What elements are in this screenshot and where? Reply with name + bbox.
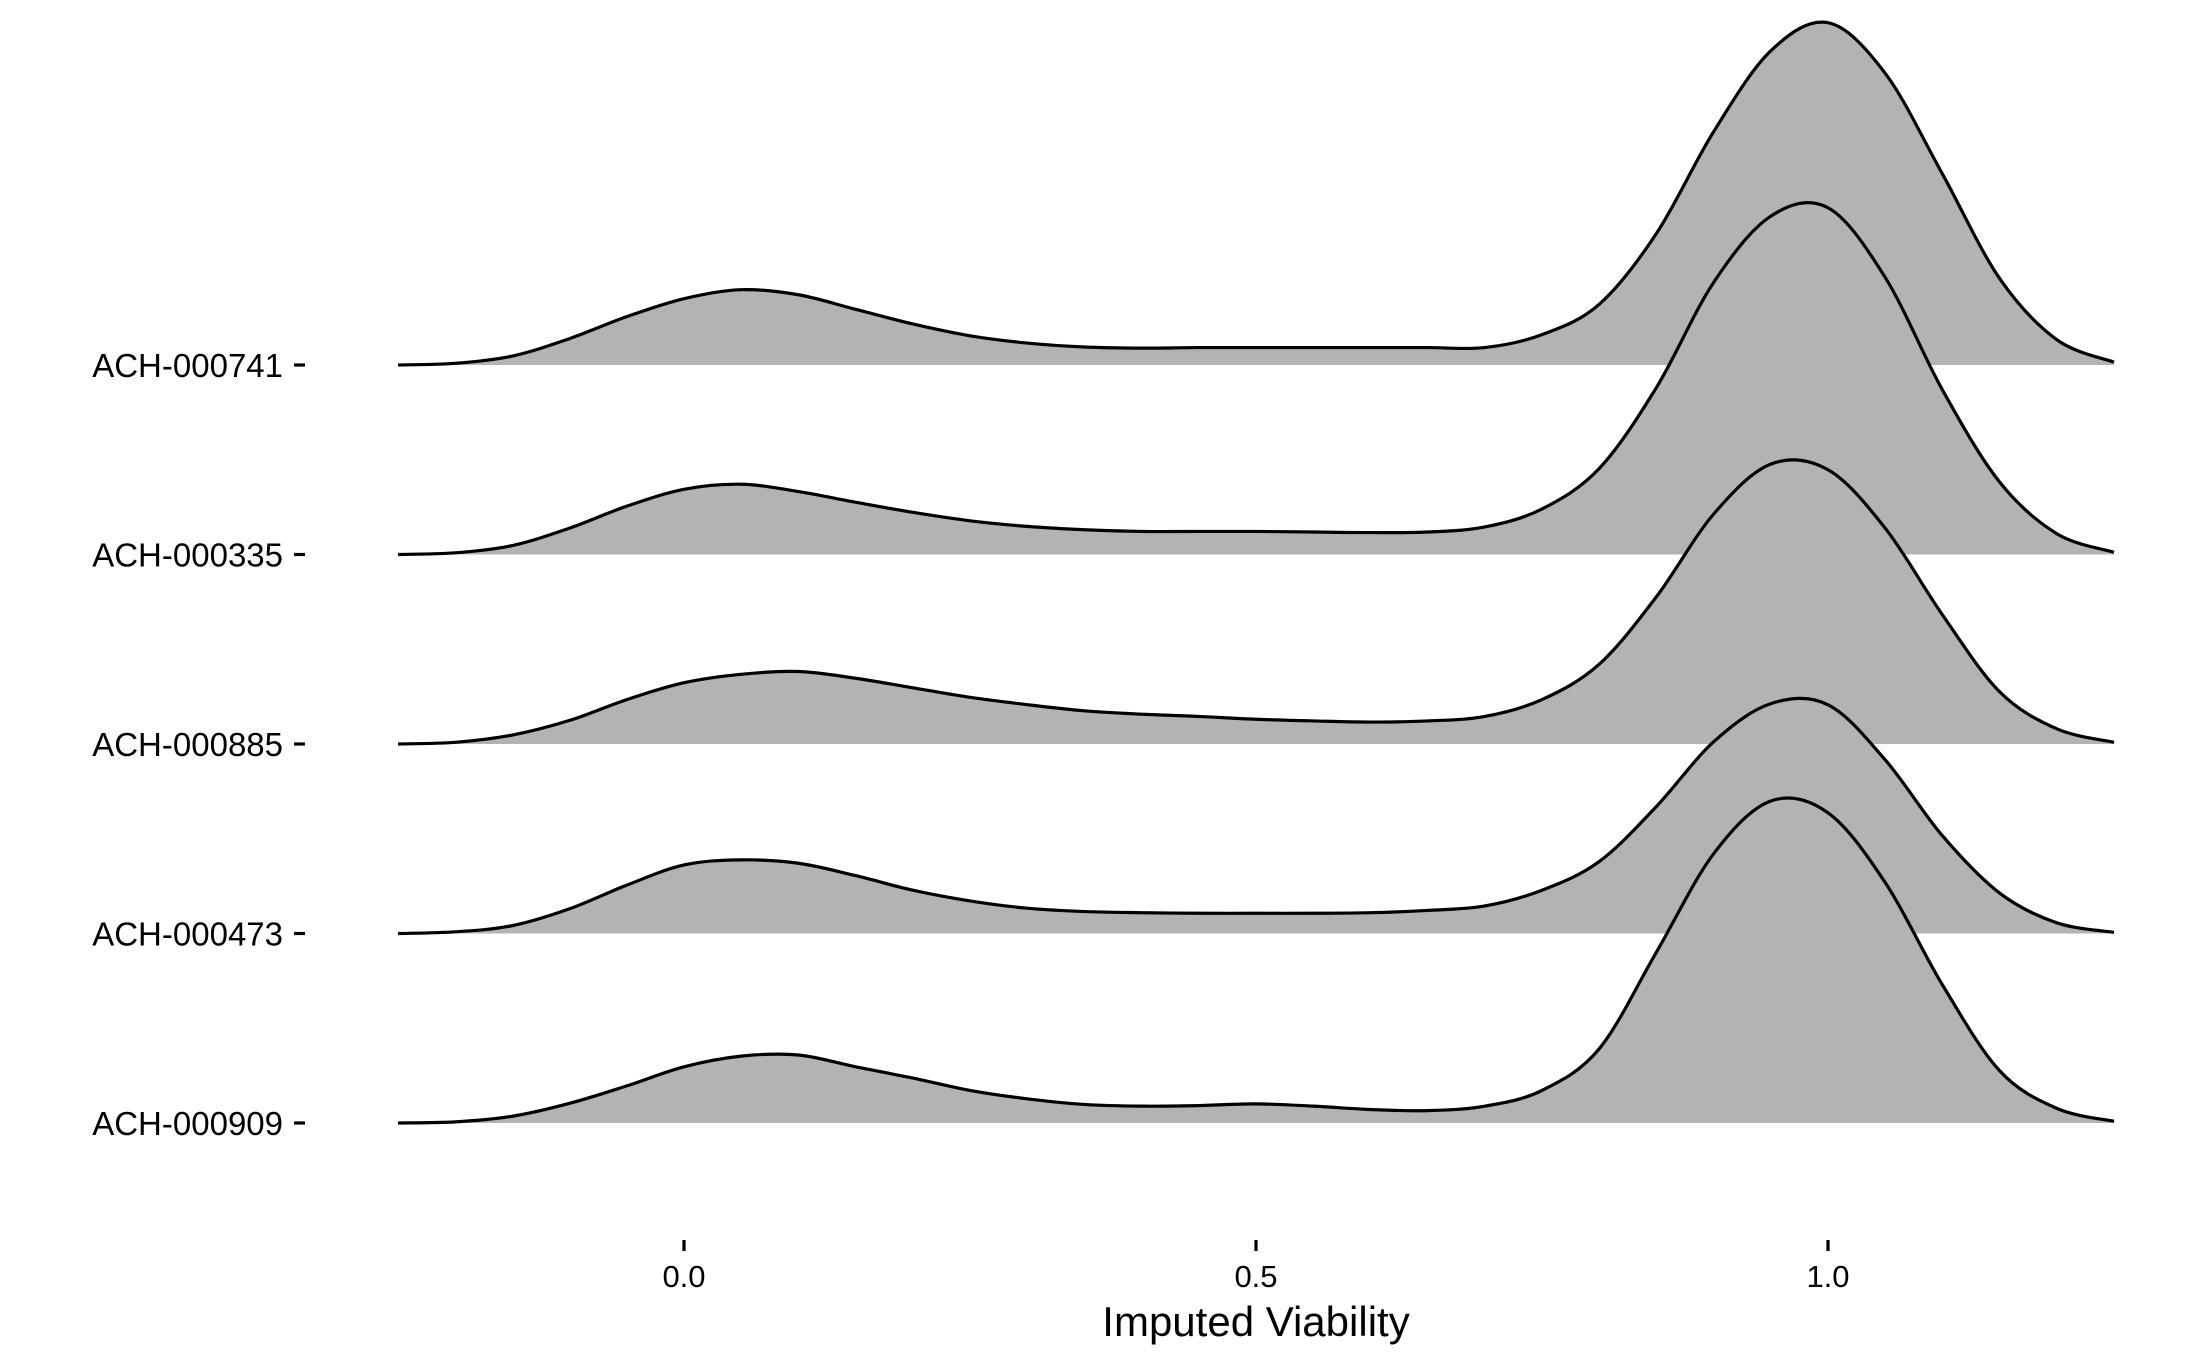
x-axis-title: Imputed Viability [1102,1298,1409,1345]
x-tick-label-1.0: 1.0 [1806,1259,1849,1294]
y-tick-label-ACH-000909: ACH-000909 [92,1105,283,1142]
ridge-line-ACH-000741 [397,20,2115,367]
ridge-fill-ACH-000473 [398,698,2114,934]
y-tick-label-ACH-000885: ACH-000885 [92,726,283,763]
x-tick-label-0.5: 0.5 [1234,1259,1277,1294]
y-tick-label-ACH-000335: ACH-000335 [92,537,283,574]
y-tick-label-ACH-000741: ACH-000741 [92,347,283,384]
ridge-line-ACH-000335 [397,201,2115,557]
ridge-line-ACH-000885 [397,458,2115,746]
y-tick-label-ACH-000473: ACH-000473 [92,916,283,953]
ridge-line-ACH-000909 [397,796,2115,1125]
x-axis: 0.0 0.5 1.0 [662,1240,1850,1294]
ridge-ACH-000885 [397,458,2115,746]
ridge-ACH-000335 [397,201,2115,557]
ridges-layer [397,20,2115,1125]
y-axis: ACH-000741 ACH-000335 ACH-000885 ACH-000473… [92,347,305,1142]
ridge-fill-ACH-000335 [398,202,2114,555]
ridge-fill-ACH-000741 [398,22,2114,365]
x-tick-label-0.0: 0.0 [662,1259,705,1294]
ridge-fill-ACH-000909 [398,797,2114,1123]
ridge-ACH-000473 [397,696,2115,936]
ridge-line-ACH-000473 [397,696,2115,936]
ridge-ACH-000741 [397,20,2115,367]
ridge-fill-ACH-000885 [398,459,2114,744]
ridge-ACH-000909 [397,796,2115,1125]
